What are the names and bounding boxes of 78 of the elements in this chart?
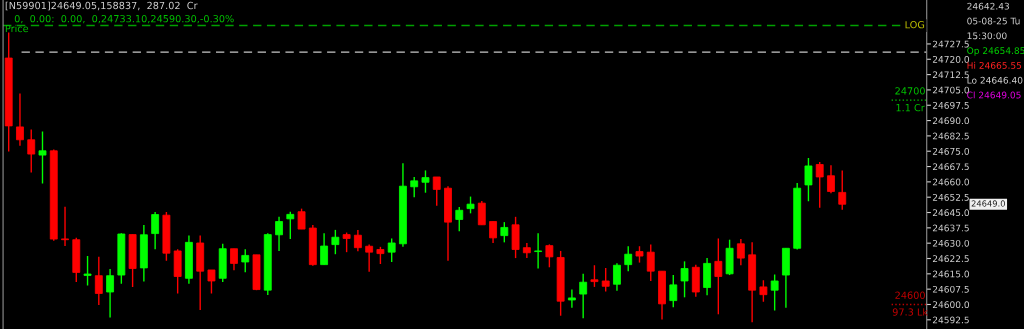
y-tick-label: 24660.0: [932, 178, 970, 186]
candlestick: [613, 262, 621, 292]
text: Cl 24649.05: [967, 91, 1021, 99]
candlestick: [331, 229, 340, 255]
candlestick: [16, 92, 24, 147]
text: 0, 0.00: 0.00, 0,24733.10,24590.30,-0.30%: [14, 14, 234, 24]
candlestick: [624, 245, 633, 272]
candlestick: [567, 288, 576, 309]
y-tick-label: 24645.0: [932, 209, 970, 217]
candlestick: [827, 164, 835, 195]
y-tick-label: 24607.5: [932, 285, 969, 293]
candlestick: [601, 267, 610, 293]
annotation: Price: [5, 24, 29, 33]
text: Hi 24665.55: [967, 61, 1022, 69]
candlestick: [646, 243, 655, 282]
candlestick: [275, 216, 283, 252]
candlestick: [410, 176, 419, 198]
candlestick: [579, 273, 588, 319]
candlestick: [83, 255, 92, 287]
candlestick: [455, 206, 464, 233]
candlestick: [421, 169, 430, 194]
text: Lo 24646.40: [967, 76, 1023, 84]
y-tick-label: 24630.0: [932, 239, 970, 247]
candlestick: [27, 128, 36, 174]
candlestick: [297, 207, 306, 230]
candlestick: [342, 231, 351, 253]
y-tick-label: 24622.5: [932, 255, 969, 263]
candlestick: [815, 161, 824, 209]
candlestick: [106, 268, 114, 319]
candlestick: [432, 176, 441, 207]
y-tick-label: 24667.5: [932, 163, 969, 171]
candlestick: [320, 232, 329, 266]
candlestick: [241, 248, 250, 273]
y-tick-label: 24600.0: [932, 301, 970, 309]
y-tick-label: 24675.0: [932, 147, 970, 155]
candlestick: [365, 243, 374, 273]
candlestick: [759, 279, 768, 303]
candlestick: [838, 169, 847, 211]
y-tick-label: 24727.5: [932, 40, 969, 48]
y-tick-label: 24720.0: [932, 55, 970, 63]
candlestick: [590, 264, 599, 288]
candlestick: [770, 273, 779, 312]
chart-title: [N59901]24649.05,158837, 287.02 Cr: [5, 1, 198, 11]
y-tick-label: 24690.0: [932, 117, 970, 125]
candlestick: [736, 238, 745, 266]
candlestick: [38, 130, 47, 185]
text: 24642.43: [967, 2, 1010, 10]
candlestick: [500, 221, 509, 244]
y-tick-label: 24592.5: [932, 316, 969, 324]
candlestick: [545, 243, 554, 268]
candlestick: [353, 229, 362, 253]
y-tick-label: 24697.5: [932, 101, 969, 109]
text: 24649.0: [971, 200, 1005, 207]
candlestick: [230, 247, 238, 271]
text: 05-08-25 Tu: [967, 17, 1020, 25]
candlestick: [151, 211, 160, 250]
candlestick: [61, 206, 69, 247]
ref-line-label: LOG: [905, 21, 925, 29]
candlestick: [714, 237, 723, 315]
y-tick-label: 24637.5: [932, 224, 969, 232]
y-tick-label: 24652.5: [932, 193, 969, 201]
y-tick-label: 24682.5: [932, 132, 969, 140]
candlestick: [94, 256, 103, 306]
candlestick: [680, 260, 689, 299]
candlestick: [387, 237, 396, 263]
candlestick: [207, 269, 216, 295]
text: Op 24654.85: [967, 47, 1024, 56]
candlestick: [489, 220, 497, 244]
ref-line-label: 24700 1.1 Cr: [895, 87, 925, 112]
candlestick: [286, 211, 295, 240]
candlestick: [477, 200, 486, 226]
text: 15:30:00: [967, 32, 1007, 40]
candlestick: [669, 274, 678, 308]
y-tick-label: 24615.0: [932, 270, 970, 278]
candlestick: [804, 157, 813, 202]
candlestick: [534, 232, 543, 270]
y-tick-label: 24712.5: [932, 71, 969, 79]
y-tick-label: 24705.0: [932, 86, 970, 94]
